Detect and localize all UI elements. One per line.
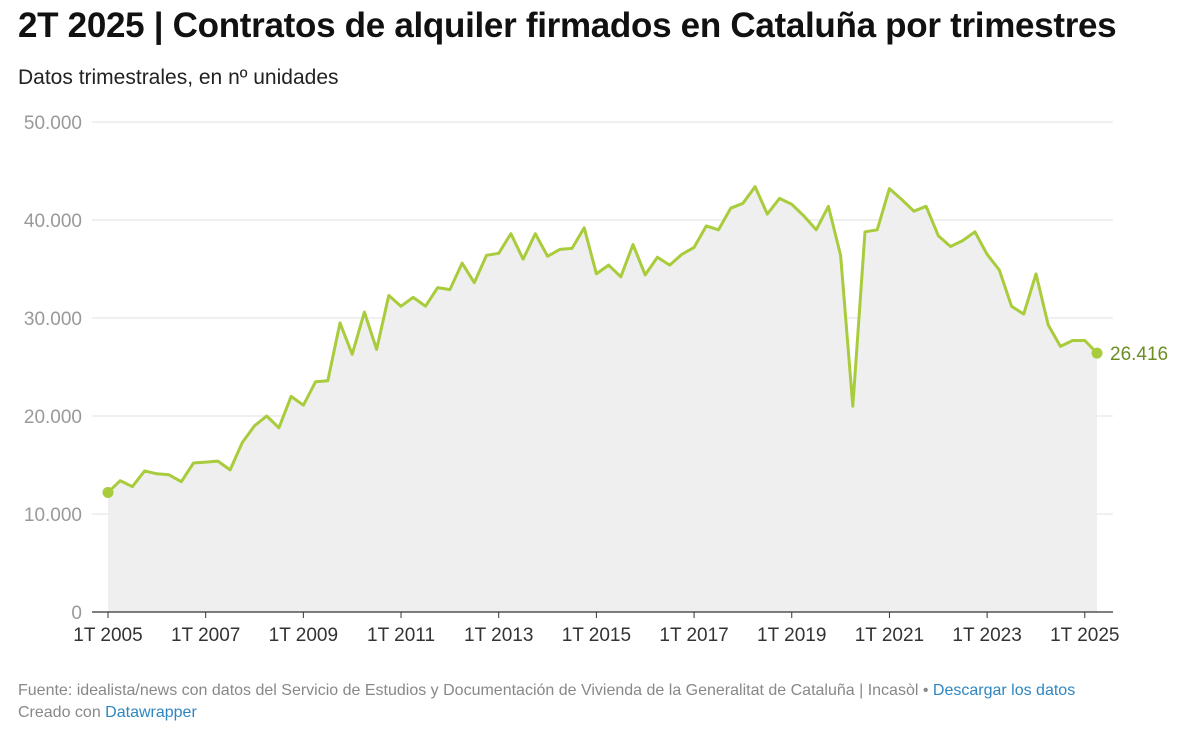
y-tick-label: 30.000 bbox=[24, 309, 82, 330]
footer-credit-line: Creado con Datawrapper bbox=[18, 702, 1075, 724]
end-point-marker bbox=[1091, 347, 1103, 359]
x-tick-label: 1T 2021 bbox=[855, 625, 924, 646]
y-tick-label: 0 bbox=[71, 603, 82, 624]
x-tick-label: 1T 2015 bbox=[562, 625, 631, 646]
y-tick-label: 40.000 bbox=[24, 211, 82, 232]
datawrapper-link[interactable]: Datawrapper bbox=[105, 704, 197, 721]
start-point-marker bbox=[102, 486, 114, 498]
series-line bbox=[106, 185, 1099, 494]
created-with-text: Creado con bbox=[18, 704, 101, 721]
footer-source-line: Fuente: idealista/news con datos del Ser… bbox=[18, 680, 1075, 702]
end-value-label: 26.416 bbox=[1110, 344, 1168, 365]
x-tick-label: 1T 2011 bbox=[367, 625, 435, 646]
series-area bbox=[108, 186, 1097, 612]
y-tick-label: 50.000 bbox=[24, 113, 82, 134]
y-tick-label: 10.000 bbox=[24, 505, 82, 526]
chart-subtitle: Datos trimestrales, en nº unidades bbox=[18, 66, 339, 89]
x-tick-label: 1T 2019 bbox=[757, 625, 826, 646]
x-tick-label: 1T 2005 bbox=[73, 625, 142, 646]
chart-title: 2T 2025 | Contratos de alquiler firmados… bbox=[18, 6, 1117, 45]
x-tick-label: 1T 2007 bbox=[171, 625, 240, 646]
x-tick-label: 1T 2017 bbox=[659, 625, 728, 646]
download-data-link[interactable]: Descargar los datos bbox=[932, 682, 1076, 699]
chart-footer: Fuente: idealista/news con datos del Ser… bbox=[18, 680, 1075, 724]
x-tick-label: 1T 2009 bbox=[269, 625, 338, 646]
source-text: Fuente: idealista/news con datos del Ser… bbox=[18, 682, 929, 699]
x-tick-label: 1T 2023 bbox=[952, 625, 1021, 646]
y-tick-label: 20.000 bbox=[24, 407, 82, 428]
x-tick-label: 1T 2025 bbox=[1050, 625, 1119, 646]
rental-contracts-chart: 0 10.000 20.000 30.000 40.000 50.000 1T 2005 1T… bbox=[24, 113, 1168, 646]
x-tick-label: 1T 2013 bbox=[464, 625, 533, 646]
